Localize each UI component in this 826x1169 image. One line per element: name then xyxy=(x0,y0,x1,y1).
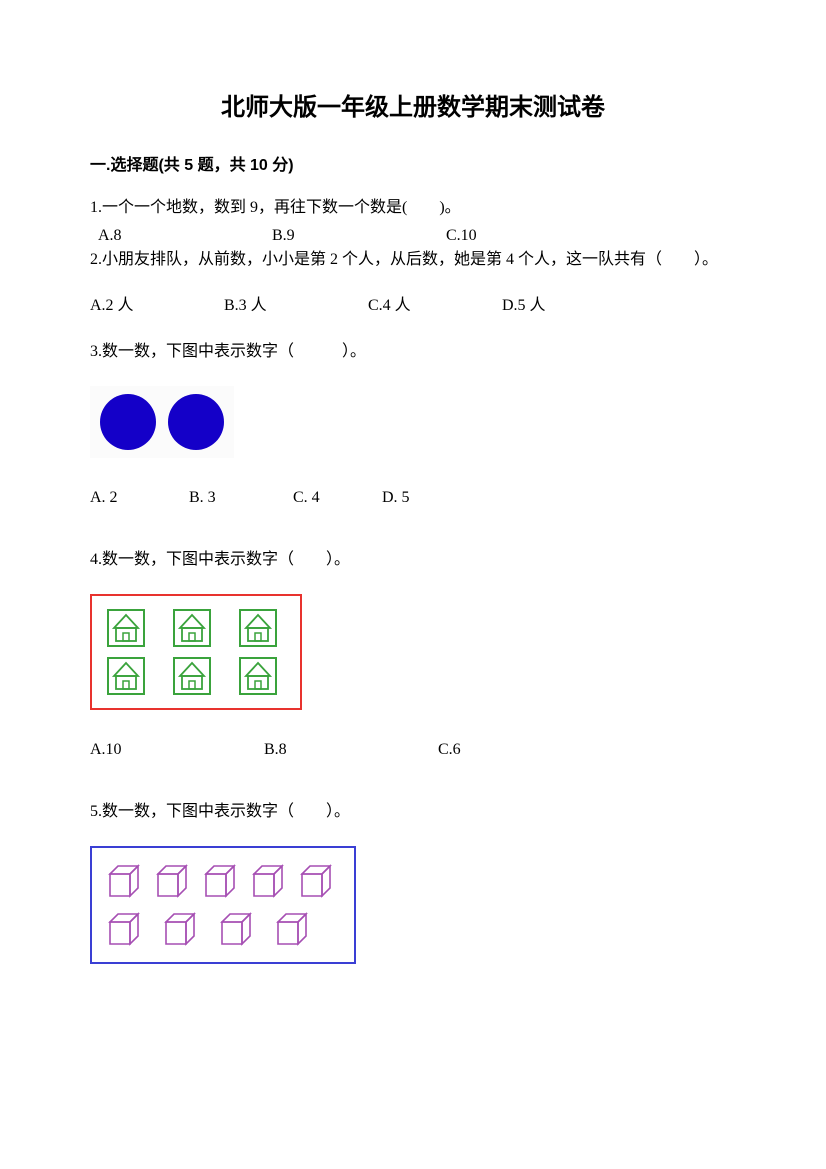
question-4-figure xyxy=(90,594,736,710)
q1-option-b[interactable]: B.9 xyxy=(272,224,442,248)
circle-icon xyxy=(100,394,156,450)
cube-icon xyxy=(250,862,286,900)
question-2-text: 2.小朋友排队，从前数，小小是第 2 个人，从后数，她是第 4 个人，这一队共有… xyxy=(90,248,736,272)
cube-icon xyxy=(274,910,310,948)
q2-option-c[interactable]: C.4 人 xyxy=(368,294,498,318)
cube-icon xyxy=(154,862,190,900)
section-header: 一.选择题(共 5 题，共 10 分) xyxy=(90,154,736,178)
q2-option-b[interactable]: B.3 人 xyxy=(224,294,364,318)
question-5-figure xyxy=(90,846,736,964)
question-3-text: 3.数一数，下图中表示数字（ ）。 xyxy=(90,340,736,364)
question-2-options: A.2 人 B.3 人 C.4 人 D.5 人 xyxy=(90,294,736,318)
q4-option-b[interactable]: B.8 xyxy=(264,738,434,762)
q3-option-a[interactable]: A. 2 xyxy=(90,486,185,510)
page-title: 北师大版一年级上册数学期末测试卷 xyxy=(90,90,736,126)
house-icon xyxy=(238,656,278,696)
q2-option-d[interactable]: D.5 人 xyxy=(502,294,546,318)
q1-option-a[interactable]: A.8 xyxy=(98,224,268,248)
cube-icon xyxy=(202,862,238,900)
question-1-text: 1.一个一个地数，数到 9，再往下数一个数是( )。 xyxy=(90,196,736,220)
q3-option-d[interactable]: D. 5 xyxy=(382,486,410,510)
question-4-text: 4.数一数，下图中表示数字（ ）。 xyxy=(90,548,736,572)
q3-option-b[interactable]: B. 3 xyxy=(189,486,289,510)
house-icon xyxy=(172,608,212,648)
house-icon xyxy=(106,608,146,648)
cube-icon xyxy=(218,910,254,948)
q2-option-a[interactable]: A.2 人 xyxy=(90,294,220,318)
cube-icon xyxy=(162,910,198,948)
house-icon xyxy=(172,656,212,696)
question-1-options: A.8 B.9 C.10 xyxy=(90,224,736,248)
question-5-text: 5.数一数，下图中表示数字（ ）。 xyxy=(90,800,736,824)
q3-option-c[interactable]: C. 4 xyxy=(293,486,378,510)
house-icon xyxy=(238,608,278,648)
question-3-figure xyxy=(90,386,736,458)
q4-option-a[interactable]: A.10 xyxy=(90,738,260,762)
cube-icon xyxy=(106,862,142,900)
house-icon xyxy=(106,656,146,696)
cube-icon xyxy=(298,862,334,900)
q1-option-c[interactable]: C.10 xyxy=(446,224,477,248)
cube-icon xyxy=(106,910,142,948)
circle-icon xyxy=(168,394,224,450)
question-3-options: A. 2 B. 3 C. 4 D. 5 xyxy=(90,486,736,510)
q4-option-c[interactable]: C.6 xyxy=(438,738,461,762)
question-4-options: A.10 B.8 C.6 xyxy=(90,738,736,762)
